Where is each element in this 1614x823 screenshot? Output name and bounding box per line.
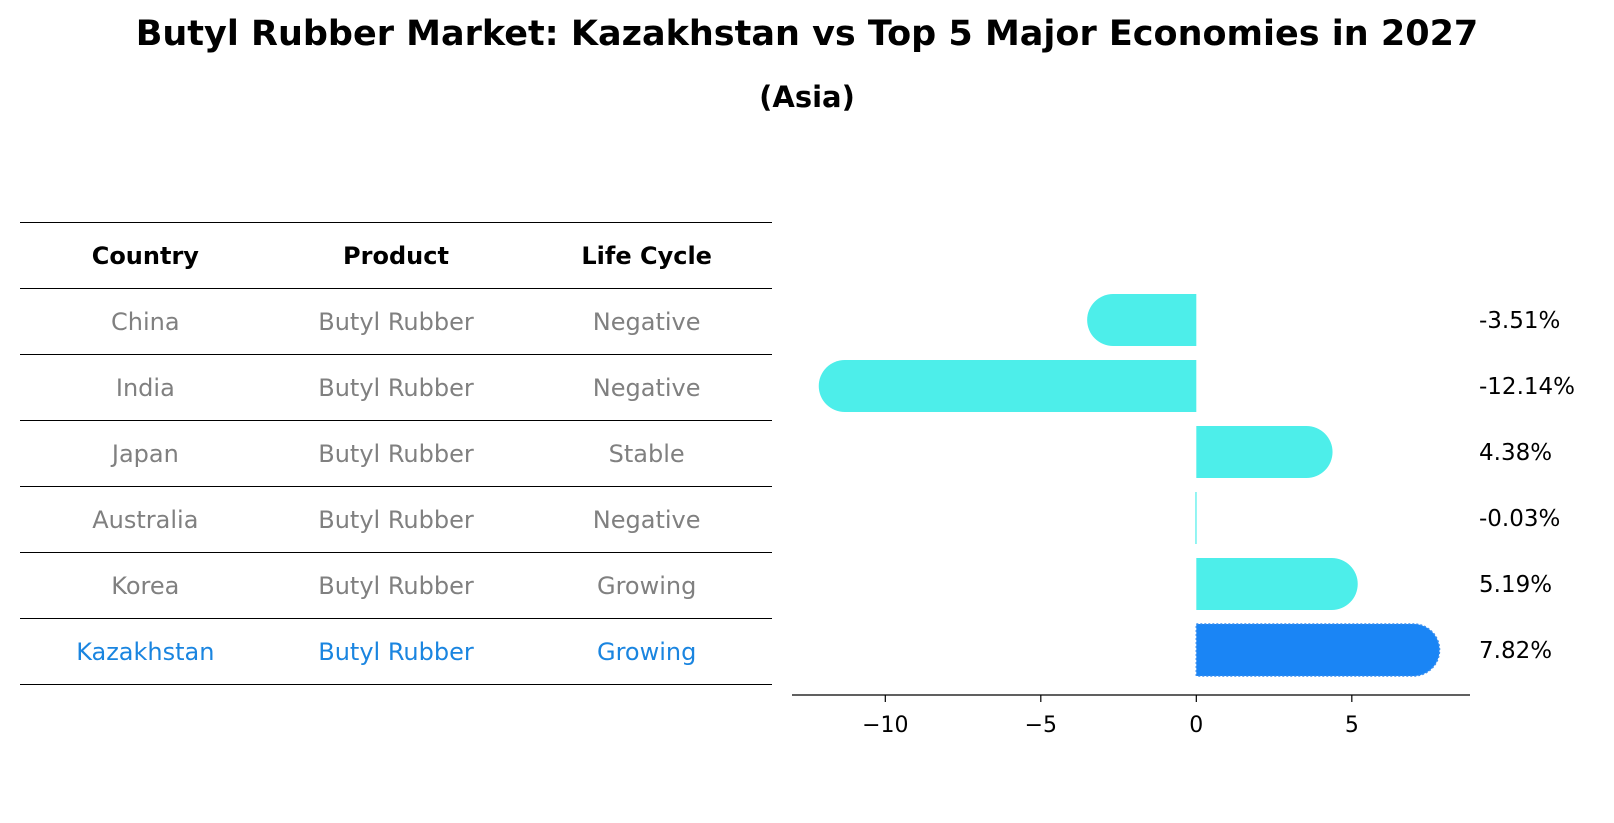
x-tick-label: −10 [862, 713, 908, 738]
table-row: China Butyl Rubber Negative [20, 288, 772, 355]
bar-value-label: 4.38% [1479, 440, 1552, 466]
bar [1196, 426, 1333, 478]
column-header-country: Country [20, 222, 271, 289]
chart-title: Butyl Rubber Market: Kazakhstan vs Top 5… [135, 14, 1479, 54]
cell-country: Kazakhstan [20, 618, 271, 685]
cell-product: Butyl Rubber [270, 354, 522, 421]
bar-value-label: -12.14% [1479, 374, 1575, 400]
x-tick-label: 5 [1345, 713, 1359, 738]
cell-country: China [20, 288, 271, 355]
table-row: Australia Butyl Rubber Negative [20, 486, 772, 553]
cell-life-cycle: Negative [521, 288, 772, 355]
bar [818, 360, 1197, 412]
table-row-highlighted: Kazakhstan Butyl Rubber Growing [20, 618, 772, 685]
bar-value-label: -0.03% [1479, 506, 1560, 532]
cell-product: Butyl Rubber [270, 486, 522, 553]
bar-value-label: 7.82% [1479, 638, 1552, 664]
bar [1195, 492, 1197, 544]
cell-life-cycle: Growing [521, 552, 772, 619]
cell-product: Butyl Rubber [270, 288, 522, 355]
cell-life-cycle: Negative [521, 354, 772, 421]
x-tick-label: −5 [1025, 713, 1057, 738]
column-header-life-cycle: Life Cycle [521, 222, 772, 289]
table-row: Japan Butyl Rubber Stable [20, 420, 772, 487]
bar-value-label: 5.19% [1479, 572, 1552, 598]
bar [1087, 294, 1197, 346]
table-row: Korea Butyl Rubber Growing [20, 552, 772, 619]
cell-country: Japan [20, 420, 271, 487]
cell-product: Butyl Rubber [270, 618, 522, 685]
cell-life-cycle: Growing [521, 618, 772, 685]
x-tick-label: 0 [1189, 713, 1203, 738]
cell-country: India [20, 354, 271, 421]
cell-product: Butyl Rubber [270, 420, 522, 487]
bar [1196, 558, 1358, 610]
table-header-row: Country Product Life Cycle [20, 222, 772, 289]
table-row: India Butyl Rubber Negative [20, 354, 772, 421]
cell-product: Butyl Rubber [270, 552, 522, 619]
cell-life-cycle: Stable [521, 420, 772, 487]
chart-subtitle: (Asia) [759, 80, 855, 114]
cell-life-cycle: Negative [521, 486, 772, 553]
bar-highlighted [1195, 623, 1441, 677]
bar-value-label: -3.51% [1479, 308, 1560, 334]
column-header-product: Product [270, 222, 522, 289]
cell-country: Australia [20, 486, 271, 553]
cell-country: Korea [20, 552, 271, 619]
life-cycle-table: Country Product Life Cycle China Butyl R… [20, 222, 772, 685]
